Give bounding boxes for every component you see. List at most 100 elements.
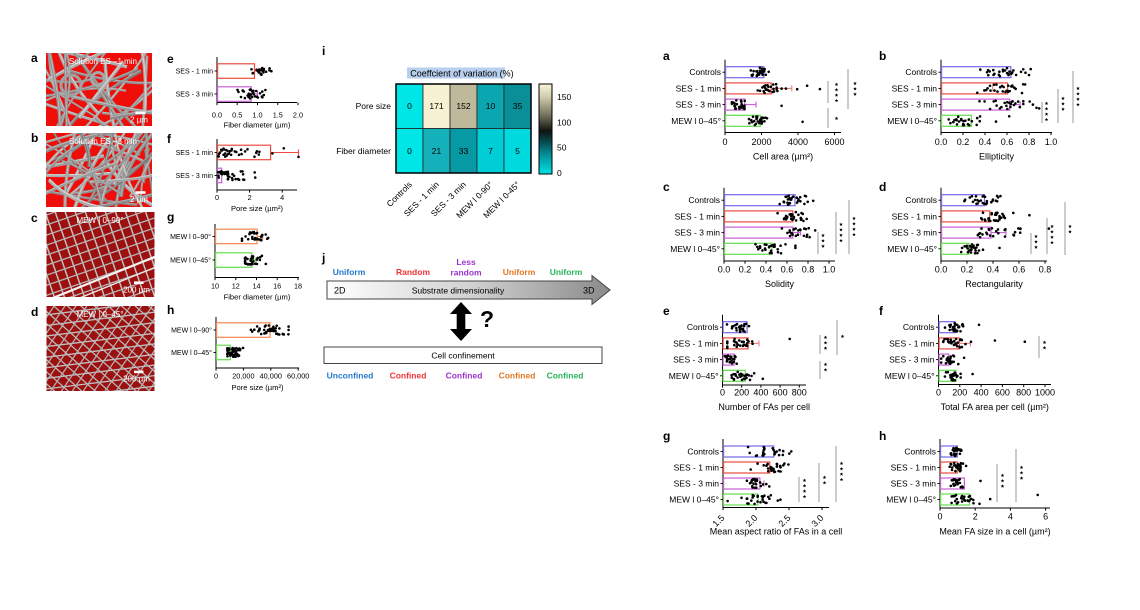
svg-text:Fiber diameter (µm): Fiber diameter (µm) [224, 121, 291, 130]
svg-text:3D: 3D [583, 286, 595, 296]
svg-text:SES - 3 min: SES - 3 min [673, 355, 719, 365]
svg-text:0.8: 0.8 [1023, 137, 1036, 147]
svg-text:Controls: Controls [688, 195, 720, 205]
svg-text:600: 600 [995, 388, 1010, 398]
svg-text:MEW l 0–45°: MEW l 0–45° [170, 256, 211, 264]
svg-text:Less: Less [456, 257, 476, 267]
svg-text:400: 400 [753, 388, 768, 398]
svg-text:SES - 3 min: SES - 3 min [176, 92, 213, 99]
svg-text:SES - 1 min: SES - 1 min [889, 338, 935, 348]
svg-text:800: 800 [1016, 388, 1031, 398]
svg-text:Controls: Controls [687, 322, 719, 332]
svg-text:a: a [663, 49, 670, 63]
svg-text:MEW l 0–45°: MEW l 0–45° [670, 244, 720, 254]
svg-text:1.0: 1.0 [1045, 137, 1058, 147]
svg-text:MEW l 0–90°: MEW l 0–90° [170, 233, 211, 241]
svg-text:0: 0 [722, 137, 727, 147]
svg-text:e: e [167, 52, 174, 66]
svg-text:Fiber diameter (µm): Fiber diameter (µm) [224, 293, 291, 302]
svg-text:1.0: 1.0 [823, 265, 836, 275]
svg-text:40,000: 40,000 [260, 372, 282, 381]
svg-text:20,000: 20,000 [232, 372, 254, 381]
svg-text:SES - 1 min: SES - 1 min [176, 150, 213, 157]
svg-text:?: ? [480, 306, 494, 332]
svg-text:SES - 1 min: SES - 1 min [176, 69, 213, 76]
svg-text:0: 0 [557, 168, 562, 178]
svg-text:Total FA area per cell (µm²): Total FA area per cell (µm²) [941, 402, 1049, 412]
svg-text:Solidity: Solidity [765, 279, 795, 289]
svg-text:0.6: 0.6 [1001, 137, 1014, 147]
svg-text:g: g [167, 210, 174, 224]
svg-text:0.8: 0.8 [802, 265, 815, 275]
svg-text:random: random [450, 268, 482, 278]
svg-text:SES - 1 min: SES - 1 min [892, 211, 938, 221]
svg-text:Uniform: Uniform [550, 267, 583, 277]
svg-text:1.5: 1.5 [273, 111, 283, 120]
svg-text:2000: 2000 [751, 137, 771, 147]
svg-text:Solution ES –1 min: Solution ES –1 min [69, 57, 137, 66]
svg-text:4000: 4000 [788, 137, 808, 147]
svg-text:Cell area (µm²): Cell area (µm²) [753, 152, 813, 162]
svg-text:0.8: 0.8 [1039, 265, 1052, 275]
svg-text:SES - 1 min: SES - 1 min [673, 338, 719, 348]
svg-text:MEW l 0–45°: MEW l 0–45° [887, 116, 937, 126]
svg-text:0: 0 [407, 101, 412, 111]
svg-text:100: 100 [557, 117, 571, 127]
svg-text:60,000: 60,000 [287, 372, 309, 381]
svg-text:2D: 2D [334, 286, 346, 296]
svg-text:f: f [167, 132, 172, 146]
svg-text:2.0: 2.0 [293, 111, 303, 120]
svg-text:14: 14 [252, 282, 260, 291]
svg-text:j: j [321, 251, 325, 265]
svg-text:Uniform: Uniform [333, 267, 366, 277]
svg-text:33: 33 [459, 146, 469, 156]
svg-text:SES - 3 min: SES - 3 min [676, 100, 722, 110]
svg-text:Confined: Confined [547, 371, 584, 381]
svg-text:i: i [322, 44, 325, 58]
svg-text:d: d [879, 180, 886, 194]
svg-text:SES - 3 min: SES - 3 min [892, 228, 938, 238]
svg-text:6000: 6000 [824, 137, 844, 147]
svg-text:MEW l 0–45°: MEW l 0–45° [671, 116, 721, 126]
svg-text:Uniform: Uniform [503, 267, 536, 277]
svg-text:Cell confinement: Cell confinement [431, 351, 495, 361]
svg-text:0.2: 0.2 [957, 137, 970, 147]
svg-text:10: 10 [211, 282, 219, 291]
svg-text:MEW l 0–45°: MEW l 0–45° [887, 244, 937, 254]
svg-text:a: a [31, 51, 38, 65]
svg-text:Confined: Confined [499, 371, 536, 381]
svg-text:Random: Random [396, 267, 430, 277]
svg-text:SES - 3 min: SES - 3 min [891, 479, 937, 489]
svg-text:h: h [167, 303, 174, 317]
svg-text:Controls: Controls [905, 195, 937, 205]
svg-text:c: c [663, 180, 670, 194]
svg-text:2 µm: 2 µm [130, 116, 148, 125]
svg-text:SES - 3 min: SES - 3 min [892, 100, 938, 110]
svg-text:MEW l 0–90°: MEW l 0–90° [171, 326, 212, 334]
svg-text:d: d [31, 305, 38, 319]
svg-text:12: 12 [232, 282, 240, 291]
svg-text:800: 800 [792, 388, 807, 398]
svg-text:0.0: 0.0 [935, 137, 948, 147]
svg-text:7: 7 [488, 146, 493, 156]
svg-text:SES - 3 min: SES - 3 min [176, 173, 213, 180]
svg-text:18: 18 [294, 282, 302, 291]
svg-text:MEW l 0–45°: MEW l 0–45° [885, 371, 935, 381]
svg-text:0.0: 0.0 [212, 111, 222, 120]
svg-text:1000: 1000 [1035, 388, 1055, 398]
svg-text:600: 600 [773, 388, 788, 398]
svg-text:0: 0 [936, 388, 941, 398]
svg-text:SES - 1 min: SES - 1 min [676, 83, 722, 93]
svg-text:Number of FAs per cell: Number of FAs per cell [718, 402, 810, 412]
svg-text:200 µm: 200 µm [123, 375, 150, 384]
svg-text:SES - 3 min: SES - 3 min [675, 228, 721, 238]
svg-text:SES - 1 min: SES - 1 min [674, 463, 720, 473]
svg-text:f: f [879, 304, 884, 318]
svg-text:g: g [663, 429, 670, 443]
svg-text:400: 400 [974, 388, 989, 398]
svg-text:Substrate dimensionality: Substrate dimensionality [412, 286, 505, 296]
svg-text:Ellipticity: Ellipticity [979, 152, 1015, 162]
svg-text:c: c [31, 211, 38, 225]
svg-text:4: 4 [1008, 512, 1013, 522]
svg-text:10: 10 [486, 101, 496, 111]
